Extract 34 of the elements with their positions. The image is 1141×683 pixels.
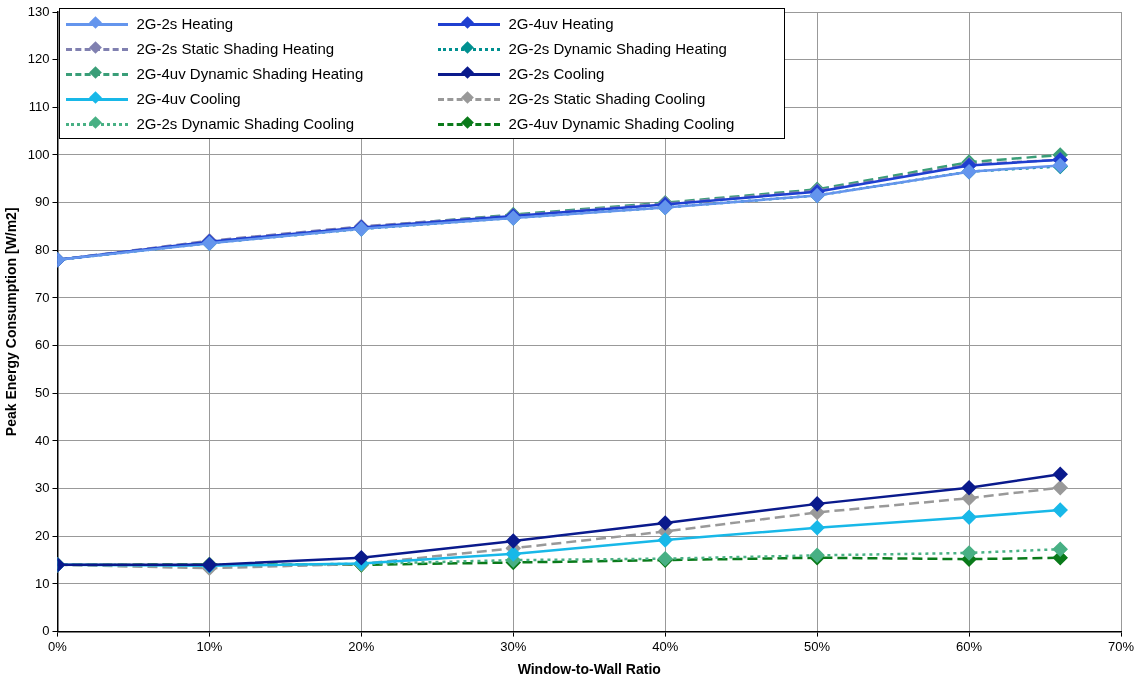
y-tick-label: 100: [27, 146, 50, 162]
y-tick-label: 10: [35, 575, 50, 591]
legend-label: 2G-2s Cooling: [508, 65, 605, 82]
legend-label: 2G-4uv Dynamic Shading Heating: [136, 65, 364, 82]
legend-label: 2G-2s Static Shading Heating: [136, 40, 335, 57]
legend-label: 2G-2s Dynamic Shading Heating: [508, 40, 727, 57]
y-tick-label: 50: [35, 384, 50, 400]
y-tick-label: 110: [28, 98, 50, 114]
x-tick-label: 70%: [1107, 638, 1135, 654]
y-tick-label: 90: [35, 194, 50, 210]
x-tick-label: 10%: [196, 638, 223, 654]
y-tick-label: 70: [35, 289, 50, 305]
x-tick-label: 0%: [48, 638, 68, 654]
y-tick-label: 30: [35, 480, 50, 496]
y-tick-label: 80: [35, 241, 50, 257]
legend-label: 2G-2s Heating: [136, 15, 234, 32]
legend-label: 2G-2s Dynamic Shading Cooling: [136, 115, 355, 132]
y-tick-label: 0: [42, 623, 50, 639]
legend-label: 2G-4uv Cooling: [136, 90, 241, 107]
y-tick-label: 40: [35, 432, 50, 448]
x-tick-label: 40%: [652, 638, 679, 654]
y-tick-label: 130: [27, 3, 50, 19]
x-tick-label: 60%: [956, 638, 983, 654]
y-tick-label: 60: [35, 337, 50, 353]
legend-label: 2G-4uv Dynamic Shading Cooling: [508, 115, 735, 132]
y-tick-label: 120: [27, 51, 50, 67]
x-tick-label: 50%: [804, 638, 831, 654]
legend-label: 2G-2s Static Shading Cooling: [508, 90, 706, 107]
x-tick-label: 20%: [348, 638, 375, 654]
legend-label: 2G-4uv Heating: [508, 15, 614, 32]
y-tick-label: 20: [35, 527, 50, 543]
x-axis-title: Window-to-Wall Ratio: [517, 661, 661, 678]
x-tick-label: 30%: [500, 638, 527, 654]
y-axis-title: Peak Energy Consumption [W/m2]: [3, 207, 20, 437]
